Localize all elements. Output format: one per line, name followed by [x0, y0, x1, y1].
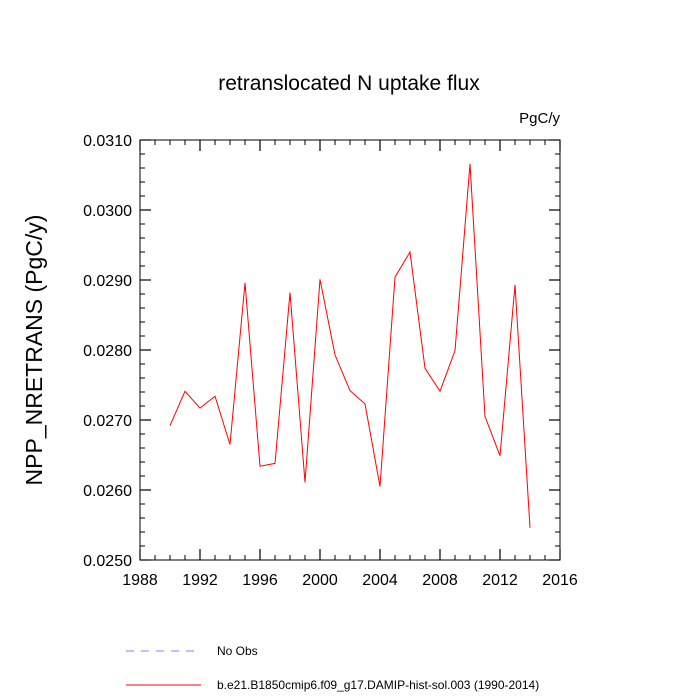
x-tick-label: 2008	[422, 572, 458, 589]
y-tick-label: 0.0270	[83, 413, 132, 430]
legend-label-1: b.e21.B1850cmip6.f09_g17.DAMIP-hist-sol.…	[217, 678, 539, 692]
y-tick-label: 0.0290	[83, 273, 132, 290]
units-label: PgC/y	[519, 110, 560, 127]
chart-title: retranslocated N uptake flux	[218, 72, 480, 95]
axis-tick-labels: 1988 1992 1996 2000 2004 2008 2012 2016 0.0250 0.…	[83, 133, 578, 589]
series-layer	[169, 163, 531, 528]
x-tick-label: 1992	[182, 572, 218, 589]
y-tick-label: 0.0280	[83, 343, 132, 360]
x-tick-label: 2004	[362, 572, 398, 589]
axis-ticks	[139, 139, 561, 561]
y-axis-label: NPP_NRETRANS (PgC/y)	[21, 215, 47, 486]
x-tick-label: 2016	[542, 572, 578, 589]
x-tick-label: 1988	[122, 572, 158, 589]
series-line-0	[169, 163, 531, 528]
x-tick-label: 1996	[242, 572, 278, 589]
y-tick-label: 0.0310	[83, 133, 132, 150]
y-tick-label: 0.0260	[83, 483, 132, 500]
x-tick-label: 2012	[482, 572, 518, 589]
x-tick-label: 2000	[302, 572, 338, 589]
y-tick-label: 0.0300	[83, 203, 132, 220]
legend-label-0: No Obs	[217, 644, 258, 658]
y-tick-label: 0.0250	[83, 553, 132, 570]
legend: No Obs b.e21.B1850cmip6.f09_g17.DAMIP-his…	[126, 644, 539, 692]
plot-frame	[139, 139, 561, 561]
